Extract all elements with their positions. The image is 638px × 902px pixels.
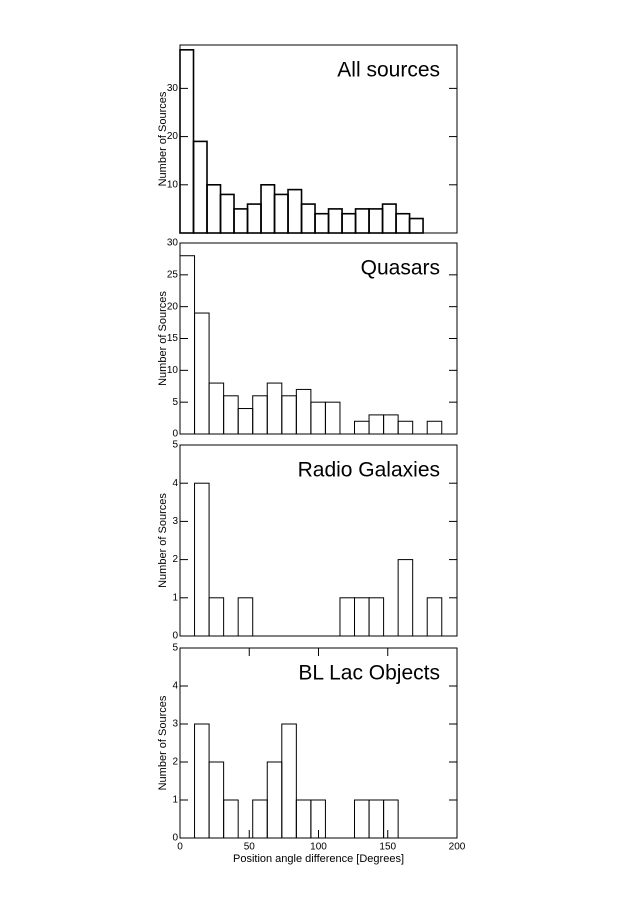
bar [368, 799, 385, 839]
bar [383, 799, 399, 839]
bar [397, 559, 414, 637]
bar [354, 208, 370, 234]
bar [208, 597, 225, 637]
bar [208, 761, 225, 839]
bar [300, 203, 316, 234]
bar [381, 203, 397, 234]
x-tick-label: 150 [379, 842, 396, 853]
bar [408, 217, 424, 234]
y-axis-label: Number of Sources [157, 493, 169, 588]
bar [324, 401, 341, 435]
panel-title: BL Lac Objects [298, 662, 440, 685]
bar [266, 761, 283, 839]
y-tick-label: 30 [167, 238, 179, 249]
bar [252, 395, 268, 435]
bar [281, 395, 297, 435]
bar [223, 799, 239, 839]
bar [233, 208, 249, 234]
y-axis-label: Number of Sources [157, 291, 169, 386]
y-tick-label: 2 [172, 554, 178, 565]
x-tick-label: 100 [310, 842, 327, 853]
bar [194, 482, 210, 637]
bar [368, 414, 385, 435]
bar [273, 193, 289, 234]
y-tick-label: 1 [172, 795, 178, 806]
x-axis-label: Position angle difference [Degrees] [233, 853, 404, 865]
bar [206, 183, 222, 234]
panel-title: Radio Galaxies [298, 459, 440, 482]
y-tick-label: 0 [172, 429, 178, 440]
y-tick-label: 10 [167, 365, 179, 376]
bar [237, 597, 254, 637]
bar [295, 388, 312, 435]
y-tick-label: 20 [167, 301, 179, 312]
x-tick-label: 0 [177, 842, 183, 853]
bar [179, 49, 195, 234]
bar [354, 420, 370, 435]
bar [266, 382, 283, 435]
panel-title: Quasars [361, 257, 440, 280]
bar [368, 597, 385, 637]
plot-frame [179, 44, 458, 234]
bar [327, 208, 343, 234]
bar [194, 723, 210, 839]
bar [260, 183, 276, 234]
y-tick-label: 4 [172, 478, 178, 489]
bar [354, 799, 370, 839]
y-tick-label: 5 [172, 440, 178, 451]
bar [339, 597, 356, 637]
y-tick-label: 0 [172, 631, 178, 642]
y-tick-label: 5 [172, 397, 178, 408]
y-tick-label: 2 [172, 757, 178, 768]
y-tick-label: 20 [167, 131, 179, 142]
bar [246, 203, 262, 234]
y-tick-label: 4 [172, 681, 178, 692]
bar [219, 193, 235, 234]
y-axis-label: Number of Sources [157, 695, 169, 790]
y-tick-label: 0 [172, 833, 178, 844]
y-tick-label: 5 [172, 643, 178, 654]
bar [223, 395, 239, 435]
y-axis-label: Number of Sources [157, 91, 169, 186]
bar [252, 799, 268, 839]
bar [179, 255, 196, 435]
bar [295, 799, 312, 839]
y-tick-label: 3 [172, 719, 178, 730]
bar [310, 401, 326, 435]
bar [383, 414, 399, 435]
bar [192, 140, 208, 234]
bar [426, 597, 443, 637]
plot-frame [179, 444, 458, 637]
y-tick-label: 15 [167, 333, 179, 344]
bar [314, 212, 330, 234]
bar [237, 408, 254, 435]
bar [341, 212, 357, 234]
bar [368, 208, 384, 234]
y-tick-label: 10 [167, 179, 179, 190]
bar [194, 312, 210, 435]
y-tick-label: 1 [172, 592, 178, 603]
x-tick-label: 50 [244, 842, 256, 853]
y-tick-label: 3 [172, 516, 178, 527]
y-tick-label: 25 [167, 269, 179, 280]
bar [354, 597, 370, 637]
bar [426, 420, 443, 435]
y-tick-label: 30 [167, 83, 179, 94]
bar [287, 188, 303, 234]
bar [281, 723, 297, 839]
bar [395, 212, 411, 234]
bar [397, 420, 414, 435]
x-tick-label: 200 [449, 842, 466, 853]
panel-title: All sources [337, 59, 440, 82]
bar [208, 382, 225, 435]
